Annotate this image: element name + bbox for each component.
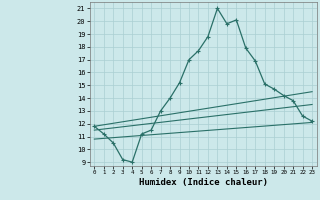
X-axis label: Humidex (Indice chaleur): Humidex (Indice chaleur) xyxy=(139,178,268,187)
